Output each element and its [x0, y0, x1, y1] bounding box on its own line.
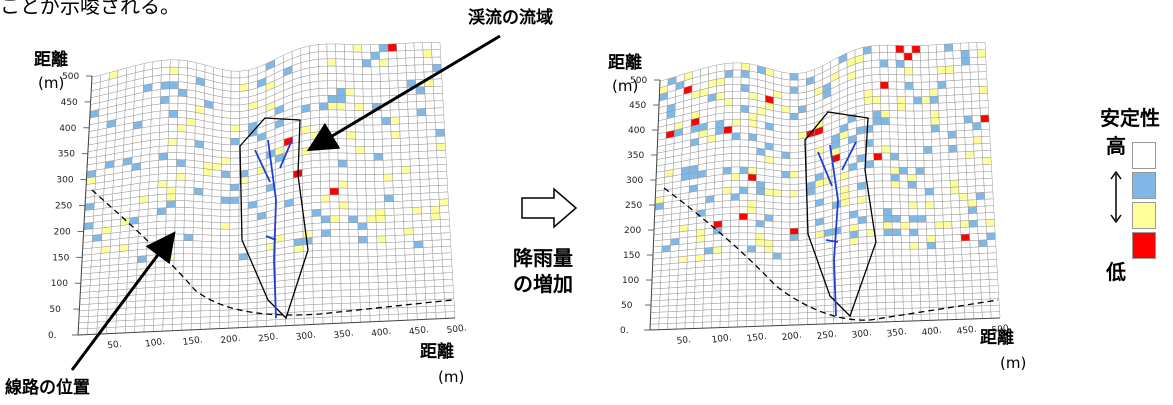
right-x-axis-label: 距離: [980, 328, 1014, 348]
y-tick-label: 350: [58, 150, 75, 160]
y-tick-label: 50: [49, 305, 61, 315]
legend-swatch: [1132, 172, 1156, 199]
y-tick-label: 450: [629, 101, 646, 111]
x-tick-label: 500.: [446, 323, 467, 336]
x-tick-label: 200.: [220, 334, 241, 347]
basin-outline: [804, 111, 877, 318]
basin-outline: [239, 117, 309, 320]
legend-low-label: 低: [1106, 260, 1126, 284]
stream-line: [279, 139, 293, 169]
y-tick-label: 100: [51, 279, 68, 289]
y-tick-label: 200: [624, 226, 641, 236]
legend-title: 安定性: [1100, 106, 1160, 130]
stream-line: [825, 239, 839, 243]
stream-basin-label: 渓流の流域: [468, 8, 553, 28]
stream-line: [817, 151, 833, 187]
x-tick-label: 150.: [746, 332, 767, 345]
legend-swatch: [1132, 202, 1156, 229]
caption-fragment: ことが示唆される。: [0, 0, 180, 18]
x-tick-label: 200.: [781, 331, 802, 344]
stream-line: [841, 141, 857, 171]
stream-line: [267, 139, 277, 319]
x-tick-label: 50.: [676, 335, 692, 347]
y-tick-label: 50: [621, 301, 633, 311]
y-tick-label: 150: [52, 253, 69, 263]
y-tick-label: 450: [61, 98, 78, 108]
right-x-axis-unit: (m): [1000, 354, 1027, 372]
left-x-axis-unit: (m): [438, 368, 465, 386]
x-tick-label: 350.: [333, 328, 354, 341]
left-y-axis-unit: (m): [38, 74, 65, 92]
y-tick-label: 250: [625, 201, 642, 211]
x-tick-label: 450.: [956, 325, 977, 338]
y-tick-label: 350: [627, 151, 644, 161]
track-position-label: 線路の位置: [5, 378, 90, 398]
right-y-axis-unit: (m): [612, 77, 639, 95]
y-tick-label: 150: [623, 251, 640, 261]
x-tick-label: 100.: [711, 333, 732, 346]
stream-line: [254, 149, 271, 183]
legend-swatch: [1132, 232, 1156, 259]
y-tick-label: 200: [54, 227, 71, 237]
y-tick-label: 400: [628, 126, 645, 136]
left-x-axis-label: 距離: [420, 342, 454, 362]
x-tick-label: 300.: [295, 330, 316, 343]
stream-line: [829, 144, 839, 317]
x-tick-label: 150.: [182, 335, 203, 348]
double-arrow-icon: [1110, 170, 1122, 224]
mesh-grid: [649, 42, 1001, 331]
hollow-right-arrow-icon: [521, 187, 578, 229]
transition-line-1: 降雨量: [513, 246, 573, 270]
stream-line: [265, 235, 277, 241]
rail-line: [663, 187, 999, 321]
y-tick-label: 0.: [48, 331, 57, 341]
rail-line: [91, 189, 453, 316]
x-tick-label: 300.: [851, 328, 872, 341]
legend-swatch: [1132, 142, 1156, 169]
y-tick-label: 400: [59, 124, 76, 134]
y-tick-label: 300: [56, 176, 73, 186]
x-tick-label: 250.: [816, 329, 837, 342]
right-y-axis-label: 距離: [608, 53, 642, 73]
transition-label: 降雨量 の増加: [498, 245, 588, 297]
x-tick-label: 350.: [886, 327, 907, 340]
y-tick-label: 250: [55, 202, 72, 212]
x-tick-label: 450.: [408, 325, 429, 338]
y-tick-label: 0.: [620, 326, 629, 336]
x-tick-label: 250.: [258, 332, 279, 345]
y-tick-label: 300: [626, 176, 643, 186]
left-y-axis-label: 距離: [34, 50, 68, 70]
x-tick-label: 500.: [991, 323, 1012, 336]
legend-high-label: 高: [1106, 134, 1126, 158]
transition-line-2: の増加: [513, 272, 573, 296]
y-tick-label: 100: [622, 276, 639, 286]
y-tick-label: 500: [62, 72, 79, 82]
y-tick-label: 500: [630, 76, 647, 86]
x-tick-label: 400.: [921, 326, 942, 339]
x-tick-label: 400.: [371, 327, 392, 340]
